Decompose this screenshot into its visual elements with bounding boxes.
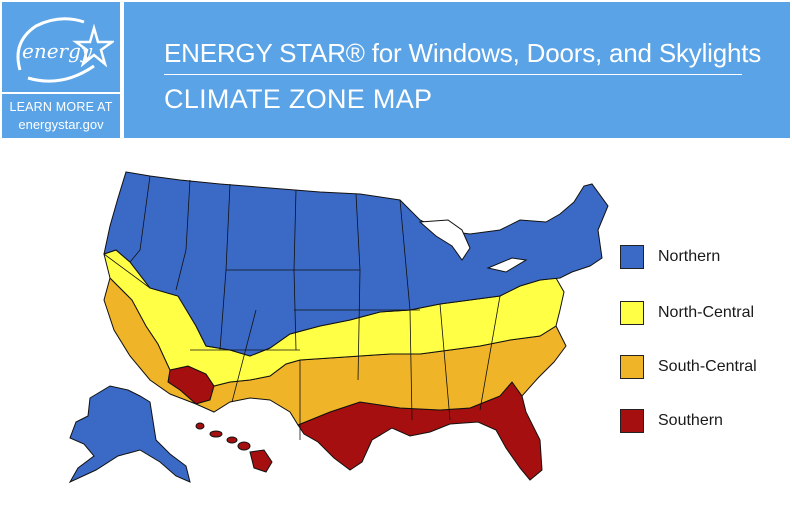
learn-more-text: LEARN MORE AT [9, 100, 113, 114]
page-title: ENERGY STAR® for Windows, Doors, and Sky… [164, 38, 762, 68]
great-lakes [418, 219, 471, 261]
website-link[interactable]: energystar.gov [18, 117, 104, 132]
legend-item-southern: Southern [620, 409, 790, 433]
legend-label-south-central: South-Central [658, 358, 757, 375]
hawaii[interactable] [195, 422, 273, 473]
logo-divider [2, 92, 120, 94]
climate-zone-map [68, 171, 609, 484]
legend-label-southern: Southern [658, 412, 723, 429]
legend-item-northern: Northern [620, 245, 790, 269]
legend-swatch-south-central [620, 355, 644, 379]
zone-northern[interactable] [103, 171, 609, 357]
legend-swatch-north-central [620, 301, 644, 325]
legend-item-south-central: South-Central [620, 355, 790, 379]
title-divider [164, 74, 742, 75]
zone-south-central[interactable] [103, 277, 567, 426]
title-banner: ENERGY STAR® for Windows, Doors, and Sky… [124, 2, 790, 138]
legend-item-north-central: North-Central [620, 301, 790, 325]
lake-erie [486, 257, 528, 273]
energy-star-logo[interactable]: energy LEARN MORE AT energystar.gov [2, 2, 120, 138]
legend-swatch-northern [620, 245, 644, 269]
energy-star-logo-icon: energy [16, 17, 114, 83]
map-subtitle: CLIMATE ZONE MAP [164, 84, 433, 114]
alaska[interactable] [68, 385, 191, 484]
state-borders [103, 175, 501, 440]
header: energy LEARN MORE AT energystar.gov ENER… [0, 0, 792, 140]
legend-label-northern: Northern [658, 248, 721, 265]
logo-script-text: energy [22, 39, 93, 63]
legend-swatch-southern [620, 409, 644, 433]
legend-label-north-central: North-Central [658, 304, 755, 321]
